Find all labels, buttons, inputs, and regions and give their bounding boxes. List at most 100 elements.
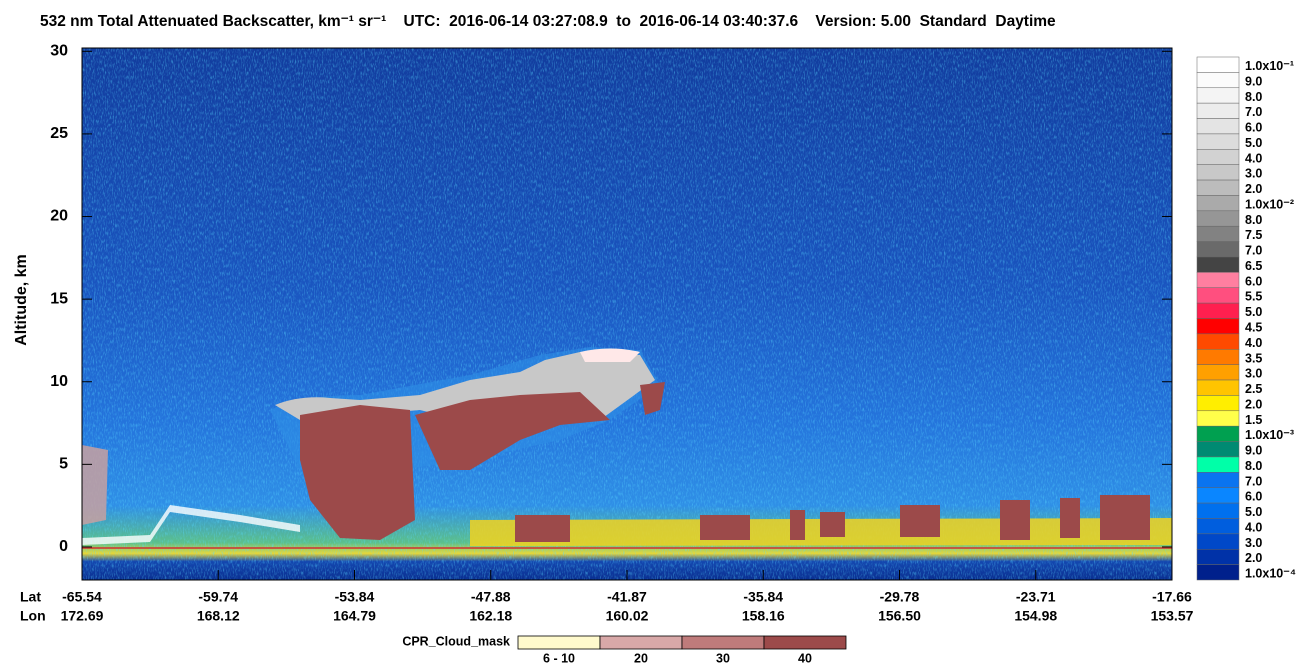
x-tick-label: 158.16 — [742, 608, 785, 624]
colorbar-swatch — [1196, 210, 1240, 227]
noise — [82, 48, 1172, 580]
y-tick-label: 15 — [50, 290, 68, 307]
colorbar-label: 7.0 — [1245, 105, 1262, 119]
cpr-legend: CPR_Cloud_mask 6 - 10 20 30 40 — [402, 634, 847, 665]
colorbar-swatch — [1196, 502, 1240, 519]
x-tick-label: -17.66 — [1152, 589, 1192, 605]
y-tick-label: 30 — [50, 43, 68, 60]
x-tick-label: 172.69 — [61, 608, 104, 624]
colorbar-label: 6.0 — [1245, 274, 1262, 288]
colorbar-swatch — [1196, 302, 1240, 319]
colorbar-label: 7.5 — [1245, 228, 1262, 242]
x-tick-label: -47.88 — [471, 589, 511, 605]
y-tick-label: 10 — [50, 373, 68, 390]
colorbar-swatch — [1196, 133, 1240, 150]
colorbar-swatch — [1196, 364, 1240, 381]
colorbar-swatch — [1196, 149, 1240, 165]
chart-title: 532 nm Total Attenuated Backscatter, km⁻… — [40, 13, 1056, 30]
x-row-name: Lat — [20, 589, 41, 605]
colorbar-label: 2.0 — [1245, 551, 1262, 565]
colorbar-swatch — [1196, 518, 1240, 535]
cpr-label: 20 — [634, 651, 648, 665]
colorbar-swatch — [1196, 272, 1240, 288]
x-tick-label: 156.50 — [878, 608, 921, 624]
x-tick-label: 160.02 — [606, 608, 649, 624]
y-tick-label: 20 — [50, 208, 68, 225]
x-tick-label: -65.54 — [62, 589, 102, 605]
colorbar-swatch — [1196, 333, 1240, 350]
x-tick-label: -23.71 — [1016, 589, 1056, 605]
colorbar-label: 6.0 — [1245, 121, 1262, 135]
colorbar-label: 1.0x10⁻² — [1245, 197, 1294, 211]
colorbar-swatch — [1196, 195, 1240, 212]
colorbar-swatch — [1196, 164, 1240, 181]
x-tick-label: 154.98 — [1014, 608, 1057, 624]
x-tick-label: -29.78 — [880, 589, 920, 605]
colorbar-swatch — [1196, 564, 1240, 581]
colorbar-label: 3.0 — [1245, 167, 1262, 181]
colorbar-label: 5.0 — [1245, 505, 1262, 519]
colorbar-label: 1.0x10⁻¹ — [1245, 59, 1294, 73]
cloud — [300, 405, 415, 540]
colorbar-label: 3.0 — [1245, 536, 1262, 550]
x-tick-label: 164.79 — [333, 608, 376, 624]
colorbar-swatch — [1196, 548, 1240, 565]
cpr-swatch — [599, 635, 683, 650]
colorbar-swatch — [1196, 349, 1240, 365]
colorbar-label: 4.0 — [1245, 336, 1262, 350]
colorbar-label: 6.0 — [1245, 490, 1262, 504]
colorbar-swatch — [1196, 425, 1240, 442]
x-tick-label: -53.84 — [335, 589, 375, 605]
colorbar-label: 3.0 — [1245, 367, 1262, 381]
colorbar-label: 7.0 — [1245, 474, 1262, 488]
cpr-swatch — [517, 635, 601, 650]
colorbar-swatch — [1196, 241, 1240, 258]
colorbar-label: 7.0 — [1245, 244, 1262, 258]
x-tick-label: -59.74 — [198, 589, 238, 605]
colorbar-label: 2.0 — [1245, 182, 1262, 196]
x-tick-label: 153.57 — [1151, 608, 1194, 624]
colorbar-label: 6.5 — [1245, 259, 1262, 273]
backscatter-image — [82, 48, 1172, 580]
cpr-legend-title: CPR_Cloud_mask — [402, 634, 510, 648]
y-tick-label: 5 — [59, 456, 68, 473]
cpr-swatch — [681, 635, 765, 650]
colorbar-swatch — [1196, 118, 1240, 135]
colorbar-swatch — [1196, 72, 1240, 89]
colorbar-swatch — [1196, 102, 1240, 119]
colorbar-label: 4.5 — [1245, 320, 1262, 334]
cloud-edge — [82, 505, 300, 545]
cpr-swatch — [763, 635, 847, 650]
colorbar-swatch — [1196, 225, 1240, 242]
cloud-top — [580, 348, 640, 362]
colorbar-swatch — [1196, 487, 1240, 504]
colorbar-label: 1.0x10⁻⁴ — [1245, 567, 1296, 581]
colorbar-label: 9.0 — [1245, 444, 1262, 458]
colorbar-swatch — [1196, 456, 1240, 473]
colorbar-label: 8.0 — [1245, 459, 1262, 473]
x-tick-label: 162.18 — [469, 608, 512, 624]
cpr-label: 6 - 10 — [543, 651, 575, 665]
colorbar-label: 5.0 — [1245, 136, 1262, 150]
cpr-label: 40 — [798, 651, 812, 665]
colorbar-label: 2.0 — [1245, 397, 1262, 411]
colorbar-label: 4.0 — [1245, 520, 1262, 534]
colorbar-swatch — [1196, 472, 1240, 488]
cloud — [415, 392, 610, 470]
colorbar-label: 8.0 — [1245, 90, 1262, 104]
colorbar-swatch — [1196, 441, 1240, 458]
colorbar-swatch — [1196, 87, 1240, 104]
y-tick-label: 0 — [59, 538, 68, 555]
cpr-label: 30 — [716, 651, 730, 665]
colorbar-label: 1.0x10⁻³ — [1245, 428, 1294, 442]
y-axis-label: Altitude, km — [13, 254, 30, 346]
x-row-name: Lon — [20, 608, 46, 624]
x-tick-label: -41.87 — [607, 589, 647, 605]
colorbar-swatch — [1196, 56, 1240, 73]
colorbar-swatch — [1196, 395, 1240, 412]
colorbar-label: 5.0 — [1245, 305, 1262, 319]
colorbar-swatch — [1196, 318, 1240, 335]
colorbar-swatch — [1196, 379, 1240, 396]
colorbar-label: 2.5 — [1245, 382, 1262, 396]
